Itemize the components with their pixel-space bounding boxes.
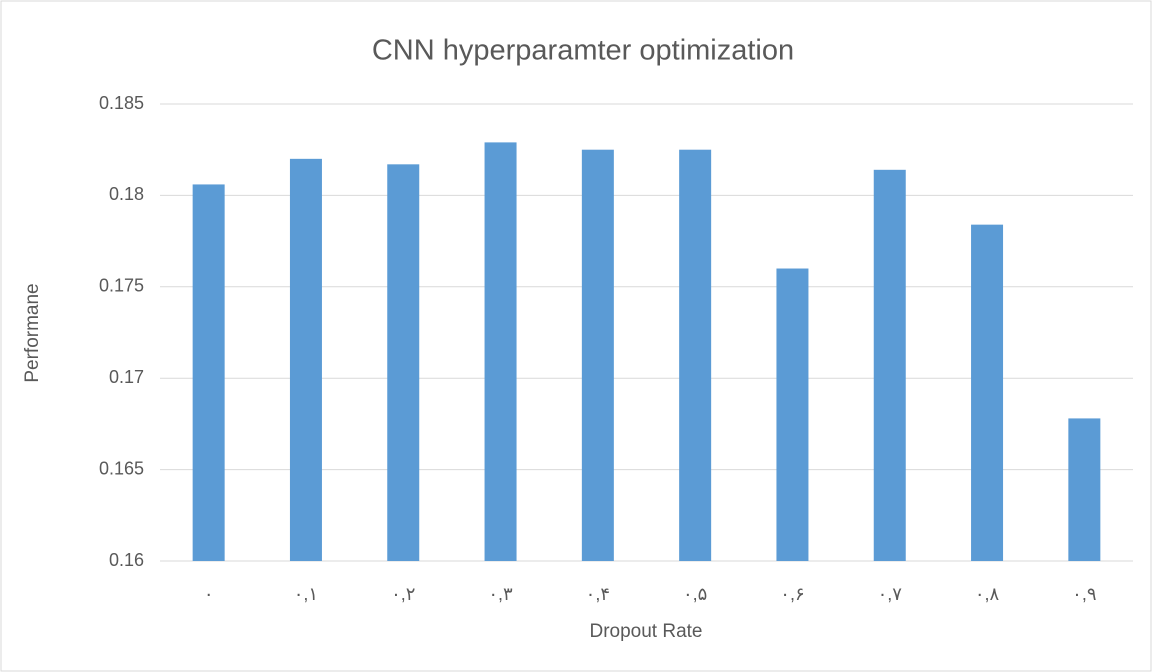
y-tick-label: 0.17 [109,367,144,387]
y-tick-label: 0.175 [99,276,144,296]
bar [874,170,906,561]
x-tick-label: ٠ [204,584,214,604]
x-axis-label: Dropout Rate [589,621,702,642]
x-tick-label: ٠,٩ [1072,584,1096,604]
chart-title: CNN hyperparamter optimization [372,35,794,67]
y-tick-label: 0.185 [99,93,144,113]
chart: CNN hyperparamter optimization Performan… [0,0,1152,672]
bar [387,164,419,561]
page: {"chart_data": {"type": "bar", "title": … [0,0,1152,672]
x-tick-label: ٠,۶ [780,584,804,604]
x-tick-label: ٠,٧ [878,584,903,604]
bar [290,159,322,561]
y-tick-label: 0.18 [109,184,144,204]
y-tick-label: 0.165 [99,458,144,478]
y-tick-label: 0.16 [109,550,144,570]
bar [485,142,517,561]
bar [582,150,614,561]
x-tick-label: ٠,۴ [586,584,610,604]
y-axis-label: Performane [22,283,43,382]
bar [679,150,711,561]
bar [1068,418,1100,561]
x-tick-label: ٠,٣ [488,584,513,604]
x-tick-label: ٠,٢ [391,584,415,604]
bar [971,225,1003,561]
x-tick-label: ٠,٨ [975,584,1000,604]
bar [193,184,225,561]
x-tick-label: ٠,۵ [683,584,707,604]
bar [776,269,808,561]
x-tick-label: ٠,١ [294,584,318,604]
